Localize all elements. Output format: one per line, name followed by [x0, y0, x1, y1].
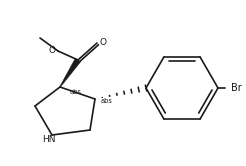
- Text: abs: abs: [70, 89, 82, 95]
- Text: O: O: [48, 45, 56, 54]
- Text: Br: Br: [231, 83, 241, 93]
- Polygon shape: [60, 58, 81, 87]
- Text: HN: HN: [42, 135, 56, 144]
- Text: O: O: [99, 38, 107, 46]
- Text: abs: abs: [101, 98, 113, 104]
